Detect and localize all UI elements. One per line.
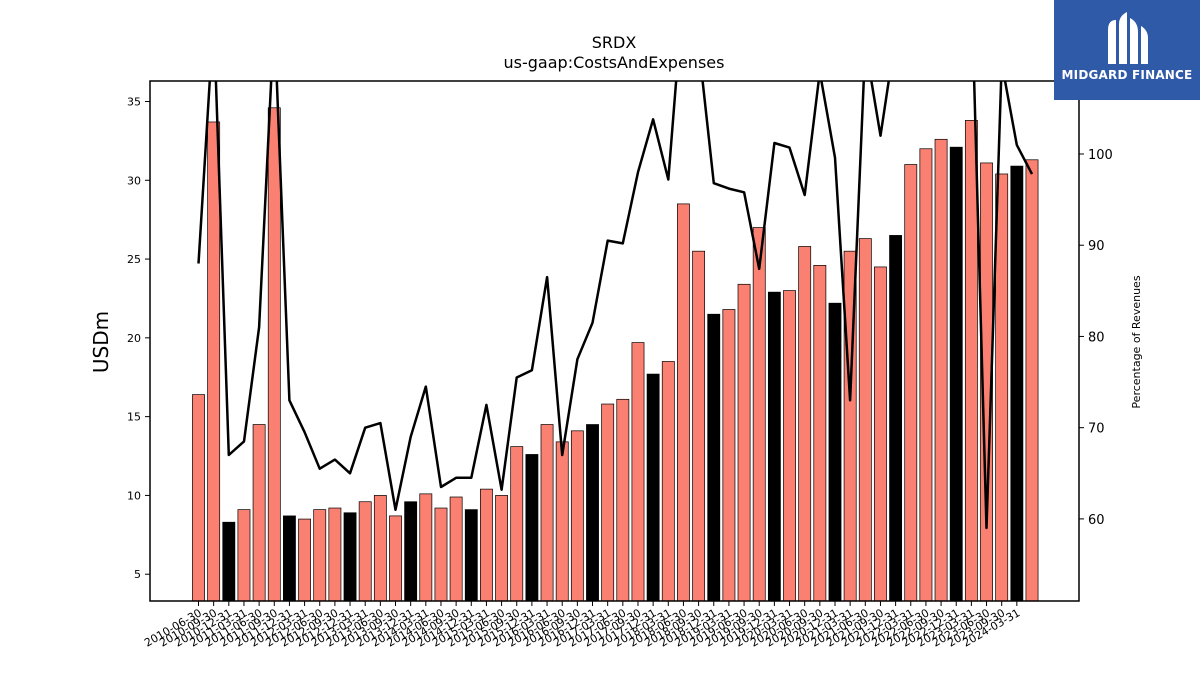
bar-2016-06-30 — [555, 441, 569, 601]
bar-2016-12-31 — [586, 424, 599, 601]
y-tick-label: 20 — [127, 332, 141, 345]
bar-2011-06-30 — [252, 424, 266, 601]
plot-frame — [149, 80, 1080, 602]
bar-2017-09-30 — [631, 342, 645, 601]
bar-2018-12-31 — [707, 313, 721, 601]
bar-2015-03-31 — [480, 488, 493, 601]
bar-2021-09-30 — [874, 266, 887, 601]
bar-2023-03-31 — [964, 120, 978, 601]
brand-logo: MIDGARD FINANCE — [1054, 0, 1200, 100]
bar-2013-06-30 — [373, 495, 387, 601]
bar-2023-06-30 — [980, 162, 993, 601]
bar-2012-09-30 — [328, 507, 342, 601]
y-tick-label: 15 — [127, 411, 141, 424]
bar-2016-09-30 — [570, 430, 584, 601]
y-tick-label: 30 — [127, 174, 141, 187]
bar-2010-12-31 — [222, 521, 236, 601]
y-tick-label: 25 — [127, 253, 141, 266]
bar-2018-06-30 — [677, 203, 690, 601]
bar-2012-03-31 — [298, 518, 311, 601]
bar-2010-06-30 — [192, 394, 205, 601]
bar-2015-06-30 — [495, 495, 509, 601]
bar-2013-12-31 — [404, 501, 418, 601]
bar-2015-12-31 — [525, 454, 539, 601]
midgard-m-logo-icon — [1108, 12, 1148, 64]
y2-tick-label: 60 — [1088, 513, 1105, 528]
bar-2021-06-30 — [858, 238, 872, 601]
bar-2017-06-30 — [616, 398, 630, 601]
bar-2022-06-30 — [919, 148, 933, 601]
bar-55 — [1025, 159, 1039, 601]
y2-tick-label: 80 — [1088, 330, 1105, 345]
bar-2014-12-31 — [464, 509, 478, 601]
bar-2011-03-31 — [237, 509, 251, 601]
y2-tick-label: 70 — [1088, 422, 1105, 437]
bar-2010-09-30 — [207, 121, 221, 601]
bar-2017-03-31 — [601, 403, 615, 601]
chart-subtitle: us-gaap:CostsAndExpenses — [504, 53, 725, 72]
bar-2019-09-30 — [752, 227, 766, 601]
y2-axis-label: Percentage of Revenues — [1130, 275, 1143, 408]
bar-2020-06-30 — [798, 246, 812, 601]
bar-2014-03-31 — [419, 493, 433, 601]
bar-2013-09-30 — [389, 515, 402, 601]
percentage-line — [197, 81, 1034, 530]
brand-logo-text: MIDGARD FINANCE — [1061, 68, 1193, 82]
bar-2019-03-31 — [722, 309, 736, 601]
y2-tick-label: 90 — [1088, 239, 1105, 254]
y-tick-label: 35 — [127, 95, 141, 108]
bar-2017-12-31 — [646, 373, 660, 601]
bar-2014-06-30 — [434, 507, 448, 601]
bar-2015-09-30 — [510, 446, 524, 601]
y-tick-label: 10 — [127, 489, 141, 502]
bar-2020-09-30 — [813, 265, 827, 601]
y-axis-label: USDm — [89, 311, 113, 373]
x-axis: 2010-06-302010-09-302010-12-312011-03-31… — [142, 601, 1022, 650]
bar-2020-03-31 — [783, 290, 796, 601]
bar-2018-03-31 — [661, 361, 675, 601]
bar-2016-03-31 — [540, 424, 554, 601]
bar-2022-09-30 — [934, 138, 948, 601]
bar-series — [192, 107, 1039, 601]
bar-2023-09-30 — [995, 173, 1009, 601]
bar-2024-03-31 — [1010, 165, 1024, 601]
bar-2022-03-31 — [904, 164, 918, 601]
y-tick-label: 5 — [134, 568, 141, 581]
bar-2011-12-31 — [283, 515, 296, 601]
bar-2011-09-30 — [267, 107, 281, 601]
bar-2021-12-31 — [889, 235, 903, 601]
bar-2014-09-30 — [449, 496, 463, 601]
bar-2022-12-31 — [949, 146, 963, 601]
bar-2013-03-31 — [358, 501, 372, 601]
chart-title: SRDX — [592, 33, 637, 52]
y-axis: 5 10 15 20 25 30 35 — [127, 95, 150, 581]
bar-2020-12-31 — [828, 302, 842, 601]
bar-2019-06-30 — [737, 283, 751, 601]
bar-2012-06-30 — [313, 509, 327, 601]
bar-2018-09-30 — [692, 250, 706, 601]
percentage-line-series — [197, 81, 1034, 530]
bar-2019-12-31 — [767, 291, 781, 601]
y2-tick-label: 100 — [1088, 148, 1113, 163]
bar-2012-12-31 — [343, 512, 357, 601]
y2-axis: 60 70 80 90 100 — [1079, 148, 1113, 528]
